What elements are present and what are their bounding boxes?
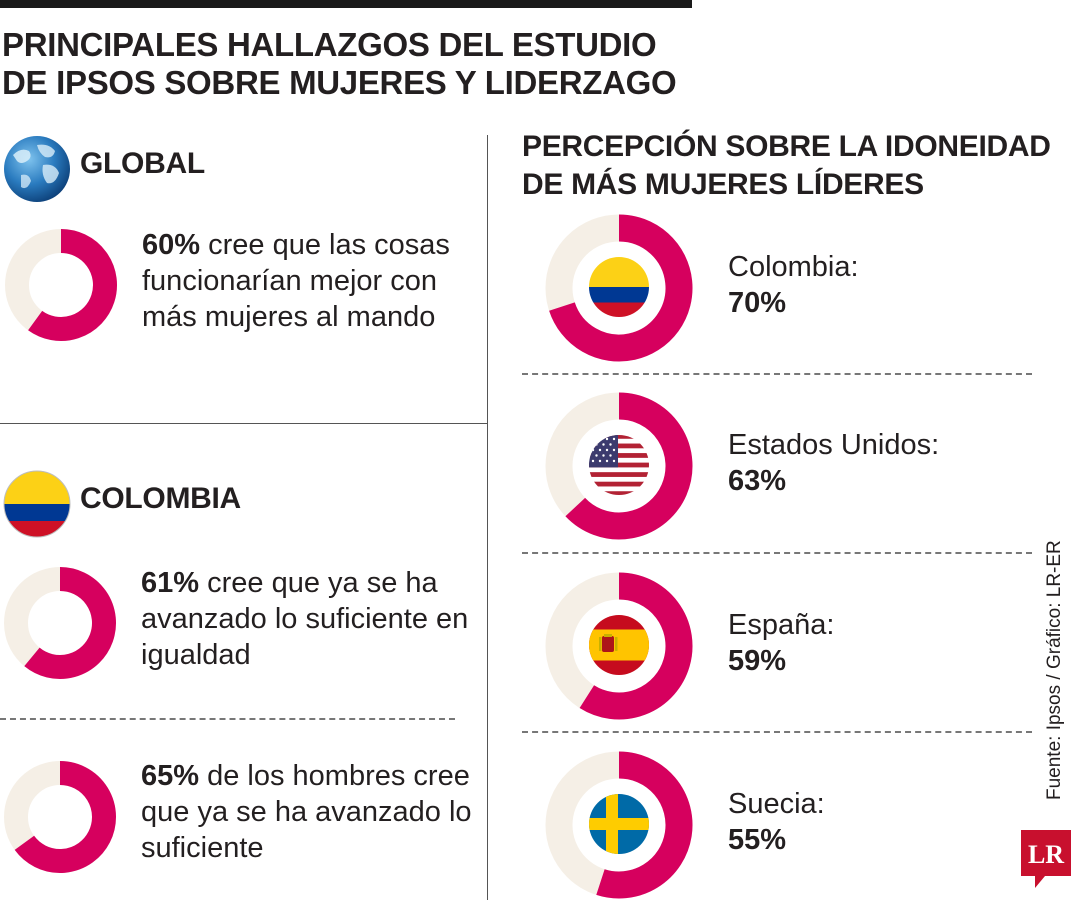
country-donut-value: [565, 392, 693, 540]
colombia-donut-2: [4, 761, 116, 873]
column-divider: [487, 135, 488, 900]
country-donut: [545, 572, 693, 720]
country-pct-label: 63%: [728, 465, 787, 497]
country-name: Colombia:: [728, 251, 859, 283]
colombia-stat-2-desc: de los hombres cree que ya se ha avanzad…: [141, 760, 472, 864]
dashed-separator-3: [522, 731, 1032, 733]
colombia-flag-icon: [3, 470, 71, 538]
right-title-line1: PERCEPCIÓN SOBRE LA IDONEIDAD: [522, 130, 1051, 163]
country-donut-value: [579, 572, 693, 720]
section-divider: [0, 423, 487, 424]
country-pct-label: 59%: [728, 645, 787, 677]
right-title: PERCEPCIÓN SOBRE LA IDONEIDAD DE MÁS MUJ…: [522, 128, 1051, 204]
spain-flag-icon: [589, 615, 649, 675]
global-stat-text: 60% cree que las cosas funcionarían mejo…: [142, 227, 482, 335]
main-title-line1: PRINCIPALES HALLAZGOS DEL ESTUDIO: [2, 26, 657, 63]
globe-icon: [4, 136, 70, 202]
sweden-flag-icon: [589, 794, 649, 854]
right-title-line2: DE MÁS MUJERES LÍDERES: [522, 168, 924, 201]
global-donut: [5, 229, 117, 341]
colombia-stat-2-pct: 65%: [141, 760, 200, 792]
country-pct-label: 70%: [728, 287, 787, 319]
dashed-separator-left: [0, 718, 455, 720]
usa-flag-icon: [589, 435, 649, 495]
colombia-stat-1-desc: cree que ya se ha avanzado lo suficiente…: [141, 567, 469, 671]
country-name: Estados Unidos:: [728, 429, 940, 461]
colombia-stat-1-text: 61% cree que ya se ha avanzado lo sufici…: [141, 565, 481, 673]
colombia-stat-2-text: 65% de los hombres cree que ya se ha ava…: [141, 758, 481, 866]
dashed-separator-1: [522, 373, 1032, 375]
country-donut-value: [596, 751, 693, 899]
country-label: Estados Unidos: 63%: [728, 427, 939, 499]
global-stat-desc: cree que las cosas funcionarían mejor co…: [142, 229, 450, 333]
global-heading: GLOBAL: [80, 147, 205, 180]
country-name: Suecia:: [728, 788, 825, 820]
country-label: Colombia: 70%: [728, 249, 859, 321]
country-pct-label: 55%: [728, 824, 787, 856]
country-donut-value: [549, 214, 693, 362]
country-donut: [545, 214, 693, 362]
main-title-line2: DE IPSOS SOBRE MUJERES Y LIDERZAGO: [2, 64, 677, 101]
country-donut: [545, 751, 693, 899]
country-name: España:: [728, 609, 835, 641]
colombia-stat-1-pct: 61%: [141, 567, 200, 599]
colombia-flag-icon: [589, 257, 649, 317]
global-donut-value: [28, 229, 117, 341]
colombia-donut-2-value: [14, 761, 116, 873]
colombia-donut-1-value: [24, 567, 116, 679]
top-rule: [0, 0, 692, 8]
colombia-donut-1: [4, 567, 116, 679]
main-title: PRINCIPALES HALLAZGOS DEL ESTUDIO DE IPS…: [2, 26, 677, 102]
lr-logo-text: LR: [1028, 840, 1064, 869]
lr-logo: LR: [1021, 830, 1071, 888]
colombia-heading: COLOMBIA: [80, 482, 241, 515]
global-stat-pct: 60%: [142, 229, 201, 261]
dashed-separator-2: [522, 552, 1032, 554]
country-label: España: 59%: [728, 607, 834, 679]
country-label: Suecia: 55%: [728, 786, 825, 858]
source-note: Fuente: Ipsos / Gráfico: LR-ER: [1044, 540, 1065, 800]
country-donut: [545, 392, 693, 540]
